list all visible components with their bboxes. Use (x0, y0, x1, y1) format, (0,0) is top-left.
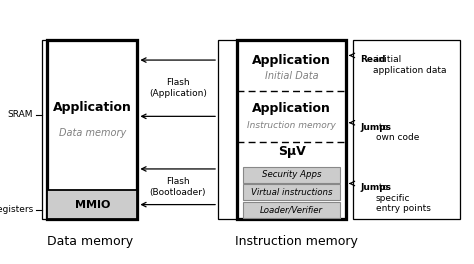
Bar (42, 40, 137, 219)
Text: to
own code: to own code (375, 123, 419, 142)
Text: Application: Application (53, 101, 132, 114)
Text: to
specific
entry points: to specific entry points (375, 183, 430, 213)
Text: SRAM: SRAM (8, 110, 33, 119)
Text: Initial Data: Initial Data (264, 72, 319, 81)
Bar (353, 40, 460, 219)
Bar (47, 40, 137, 219)
Text: Loader/Verifier: Loader/Verifier (260, 205, 323, 214)
Text: Data memory: Data memory (47, 235, 133, 248)
Text: Virtual instructions: Virtual instructions (251, 188, 332, 197)
Text: Read: Read (360, 55, 386, 64)
Bar (243, 167, 340, 183)
Text: Instruction memory: Instruction memory (247, 121, 336, 130)
Text: Instruction memory: Instruction memory (235, 235, 358, 248)
Text: Data memory: Data memory (59, 128, 126, 138)
Text: Flash
(Application): Flash (Application) (149, 78, 207, 98)
Text: Application: Application (252, 54, 331, 67)
Bar (47, 190, 137, 219)
Text: I/O registers: I/O registers (0, 205, 33, 214)
Bar (243, 184, 340, 200)
Text: Jumps: Jumps (360, 183, 391, 192)
Bar (237, 40, 346, 219)
Text: Security Apps: Security Apps (262, 170, 321, 179)
Text: MMIO: MMIO (75, 200, 110, 210)
Bar (218, 40, 346, 219)
Text: Jumps: Jumps (360, 123, 391, 132)
Text: Flash
(Bootloader): Flash (Bootloader) (149, 177, 206, 197)
Text: SμV: SμV (278, 145, 305, 158)
Text: initial
application data: initial application data (373, 55, 446, 75)
Text: Application: Application (252, 102, 331, 115)
Bar (243, 202, 340, 218)
